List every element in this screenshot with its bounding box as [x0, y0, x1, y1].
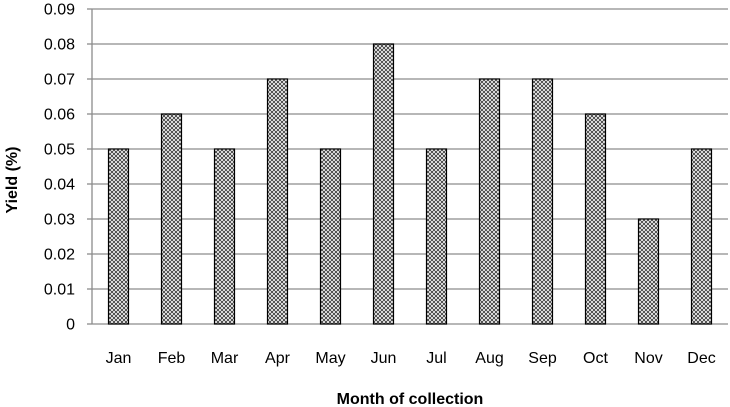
y-tick-label: 0.01 — [44, 282, 75, 299]
x-tick-label: Apr — [265, 350, 291, 367]
bar-dec — [690, 148, 713, 325]
y-tick-label: 0.09 — [44, 2, 75, 19]
bar-may — [319, 148, 342, 325]
x-tick-label: Sep — [528, 350, 557, 367]
y-tick-label: 0 — [66, 317, 75, 334]
x-tick-label: Aug — [475, 350, 503, 367]
bar-aug — [478, 78, 501, 325]
x-tick-label: Nov — [634, 350, 662, 367]
bar-mar — [213, 148, 236, 325]
x-tick-label: Dec — [687, 350, 715, 367]
bar-jul — [425, 148, 448, 325]
y-tick-label: 0.08 — [44, 37, 75, 54]
y-tick-label: 0.07 — [44, 72, 75, 89]
y-tick-label: 0.05 — [44, 142, 75, 159]
x-tick-label: Jan — [106, 350, 132, 367]
y-tick-labels: 0 0.01 0.02 0.03 0.04 0.05 0.06 0.07 0.08 0.09 — [44, 2, 75, 334]
x-tick-label: May — [315, 350, 345, 367]
bar-jun — [372, 43, 395, 325]
bar-jan — [107, 148, 130, 325]
x-axis-title: Month of collection — [337, 391, 484, 407]
x-tick-label: Feb — [158, 350, 186, 367]
y-axis-title: Yield (%) — [4, 147, 21, 214]
bar-feb — [160, 113, 183, 325]
x-tick-label: Mar — [211, 350, 239, 367]
gridlines — [92, 8, 728, 290]
y-tick-label: 0.06 — [44, 107, 75, 124]
y-tick-label: 0.04 — [44, 177, 75, 194]
bar-nov — [637, 218, 660, 325]
bar-sep — [531, 78, 554, 325]
bar-apr — [266, 78, 289, 325]
x-tick-label: Oct — [583, 350, 608, 367]
bars — [107, 43, 713, 325]
y-tick-label: 0.03 — [44, 212, 75, 229]
x-tick-labels: Jan Feb Mar Apr May Jun Jul Aug Sep Oct Nov Dec — [106, 350, 716, 367]
x-tick-label: Jul — [426, 350, 446, 367]
x-tick-label: Jun — [371, 350, 397, 367]
axes — [87, 8, 728, 325]
bar-oct — [584, 113, 607, 325]
y-tick-label: 0.02 — [44, 247, 75, 264]
